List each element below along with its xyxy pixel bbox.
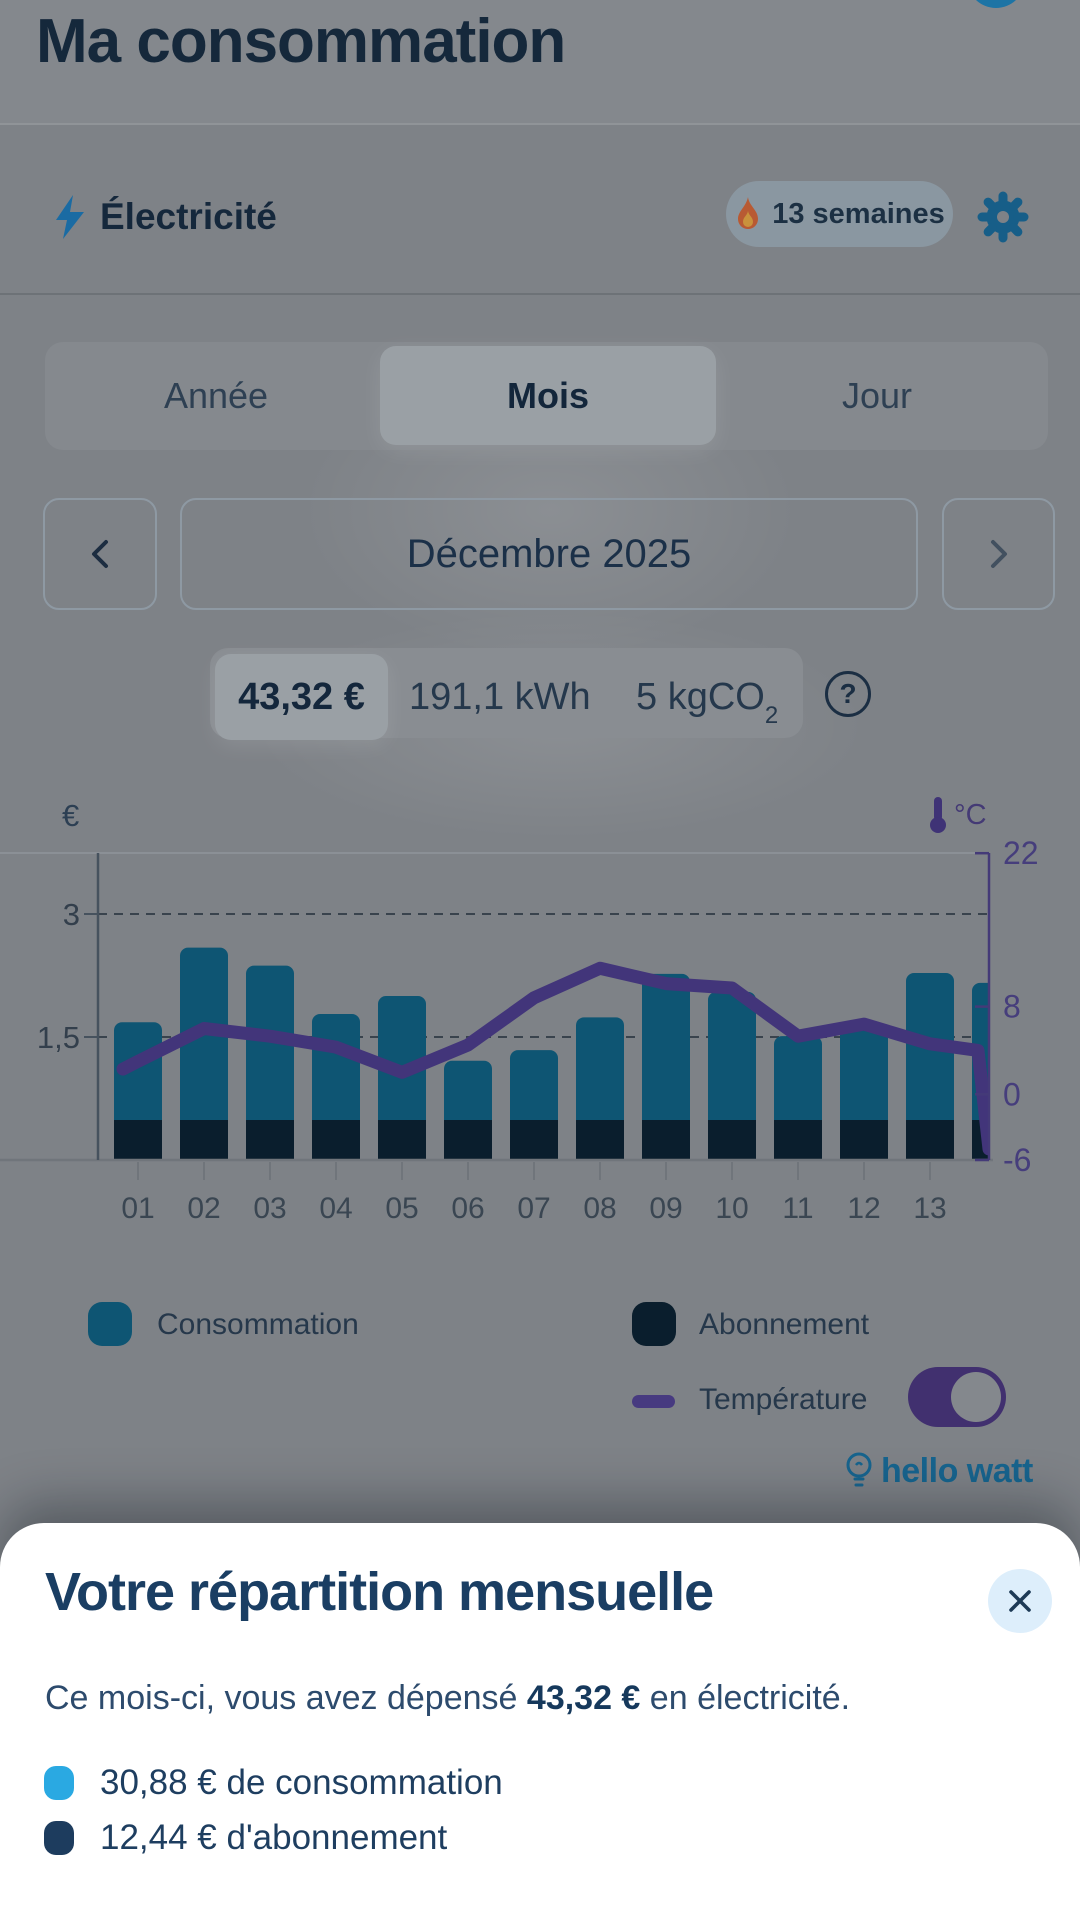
weeks-badge[interactable]: 13 semaines: [726, 181, 953, 247]
thermometer-icon: [930, 797, 946, 833]
consommation-dot: [44, 1766, 74, 1800]
svg-text:12: 12: [847, 1192, 880, 1225]
temperature-toggle[interactable]: [908, 1367, 1006, 1427]
brand-label: hello watt: [881, 1451, 1033, 1490]
notification-bubble[interactable]: [967, 0, 1025, 8]
prev-month-button[interactable]: [43, 498, 157, 610]
svg-text:04: 04: [319, 1192, 352, 1225]
consumption-chart: 3 1,5 22 8 0 -6 01 02 03 04 05 06 07 08 09 10 11 12 13: [0, 835, 1039, 1225]
help-button[interactable]: ?: [825, 671, 871, 717]
svg-text:10: 10: [715, 1192, 748, 1225]
lightning-icon: [56, 195, 84, 239]
close-icon: [1009, 1590, 1031, 1612]
svg-text:13: 13: [913, 1192, 946, 1225]
tab-jour[interactable]: Jour: [841, 375, 913, 416]
cost-stat[interactable]: 43,32 €: [215, 654, 388, 740]
temp-axis-unit: °C: [928, 796, 987, 834]
chevron-right-icon: [990, 540, 1007, 568]
sheet-title: Votre répartition mensuelle: [45, 1562, 714, 1622]
svg-text:0: 0: [1003, 1076, 1021, 1112]
legend-temperature-label: Température: [699, 1383, 868, 1416]
breakdown-item-abonnement: 12,44 € d'abonnement: [44, 1818, 447, 1858]
legend-abonnement-label: Abonnement: [699, 1308, 870, 1341]
svg-text:09: 09: [649, 1192, 682, 1225]
svg-text:3: 3: [63, 897, 80, 932]
svg-text:05: 05: [385, 1192, 418, 1225]
svg-text:11: 11: [782, 1192, 813, 1225]
section-divider: [0, 293, 1080, 295]
svg-text:06: 06: [451, 1192, 484, 1225]
brand-logo[interactable]: hello watt: [845, 1451, 1033, 1491]
flame-icon: [738, 197, 759, 229]
svg-text:03: 03: [253, 1192, 286, 1225]
chevron-left-icon: [92, 540, 108, 568]
svg-text:01: 01: [121, 1192, 154, 1225]
legend-consommation-label: Consommation: [157, 1308, 359, 1341]
sheet-amount: 43,32 €: [526, 1679, 641, 1717]
energy-type-label: Électricité: [100, 196, 277, 237]
abonnement-dot: [44, 1821, 74, 1855]
svg-text:22: 22: [1003, 835, 1039, 871]
co2-stat[interactable]: 5 kgCO 2: [636, 675, 779, 730]
next-month-button[interactable]: [942, 498, 1055, 610]
question-mark-icon: ?: [839, 678, 857, 709]
legend-abonnement-swatch: [632, 1302, 676, 1346]
svg-text:08: 08: [583, 1192, 616, 1225]
breakdown-item-consommation: 30,88 € de consommation: [44, 1763, 503, 1803]
energy-stat[interactable]: 191,1 kWh: [409, 675, 591, 718]
svg-text:-6: -6: [1003, 1142, 1031, 1178]
tab-mois[interactable]: Mois: [380, 346, 716, 445]
celsius-label: °C: [954, 798, 987, 831]
current-month-label: Décembre 2025: [406, 531, 692, 576]
sheet-message: Ce mois-ci, vous avez dépensé 43,32 € en…: [45, 1679, 851, 1717]
euro-axis-unit: €: [62, 798, 80, 833]
tab-annee[interactable]: Année: [163, 375, 269, 416]
current-month-selector[interactable]: Décembre 2025: [180, 498, 918, 610]
close-button[interactable]: [988, 1569, 1052, 1633]
page-title: Ma consommation: [36, 7, 566, 76]
legend-consommation-swatch: [88, 1302, 132, 1346]
svg-text:8: 8: [1003, 989, 1021, 1025]
weeks-badge-label: 13 semaines: [772, 197, 945, 230]
bottom-sheet: Votre répartition mensuelle Ce mois-ci, …: [0, 1523, 1080, 1924]
svg-text:1,5: 1,5: [37, 1020, 80, 1055]
header: Ma consommation: [0, 0, 1080, 125]
legend-temperature-swatch: [632, 1395, 675, 1408]
svg-text:02: 02: [187, 1192, 220, 1225]
settings-gear-button[interactable]: [974, 188, 1032, 246]
lightbulb-icon: [846, 1452, 872, 1487]
svg-text:07: 07: [517, 1192, 550, 1225]
toggle-knob: [951, 1372, 1001, 1422]
